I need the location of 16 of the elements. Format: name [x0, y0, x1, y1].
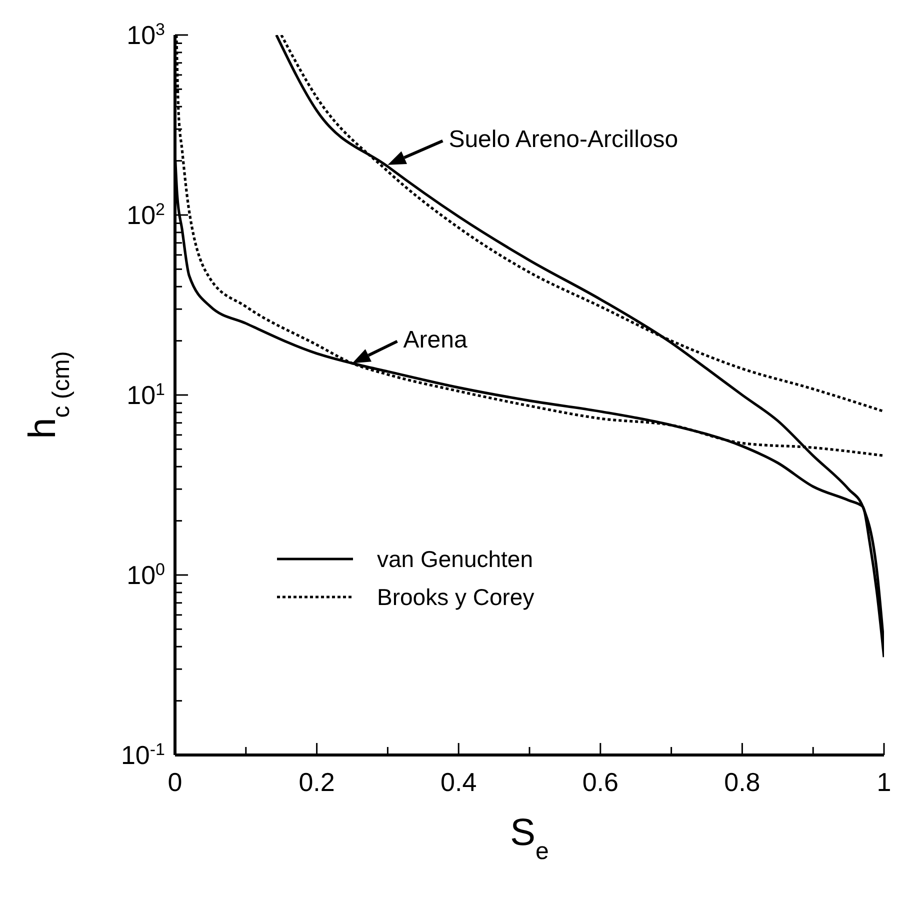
- x-axis-title: S$_{e}$: [510, 812, 549, 864]
- y-tick-label: 10$^{-1}$: [120, 740, 165, 770]
- x-tick-label: 0: [168, 767, 182, 797]
- y-tick-label: 10$^{2}$: [126, 200, 165, 230]
- annotation: Suelo Areno-Arcilloso: [448, 126, 678, 153]
- x-tick-label: 1: [876, 767, 892, 797]
- x-tick-label: 0.8: [724, 767, 760, 797]
- x-tick-label: 0.2: [298, 767, 335, 797]
- legend-label: Brooks y Corey: [377, 584, 534, 610]
- y-tick-label: 10$^{1}$: [126, 380, 165, 410]
- x-tick-label: 0.6: [582, 767, 618, 797]
- y-tick-label: 10$^{0}$: [126, 560, 165, 590]
- x-tick-label: 0.4: [440, 767, 477, 797]
- annotation: Arena: [403, 326, 468, 354]
- legend-label: van Genuchten: [377, 546, 534, 572]
- y-tick-label: 10$^{3}$: [126, 20, 165, 50]
